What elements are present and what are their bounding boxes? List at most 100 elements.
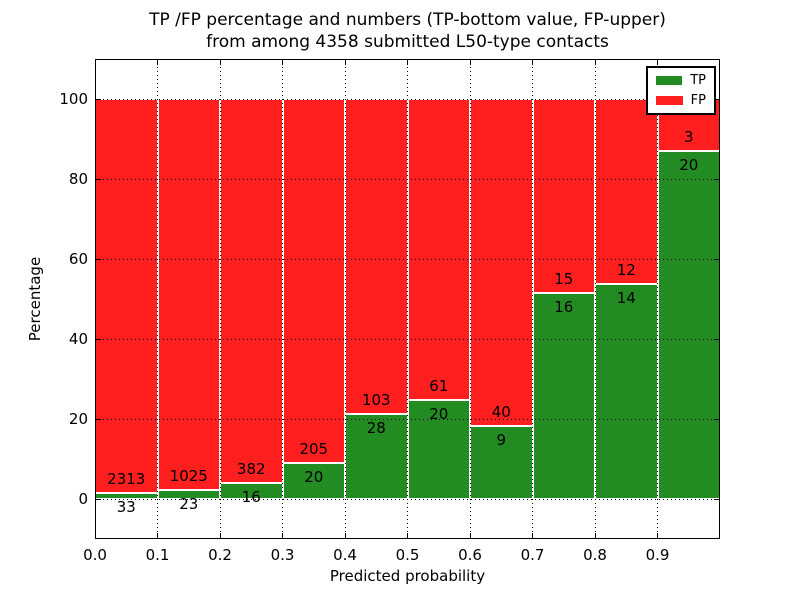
x-tick-label: 0.7 [520, 546, 545, 564]
y-tick-mark-right [714, 178, 720, 180]
fp-color-swatch [656, 95, 683, 105]
v-gridline [594, 59, 596, 539]
fp-count-label: 2313 [107, 470, 146, 489]
bar-segment-fp [95, 99, 158, 494]
bar-segment-fp [470, 99, 533, 426]
x-tick-label: 0.3 [270, 546, 295, 564]
v-gridline [532, 59, 533, 539]
x-tick-mark [657, 533, 658, 539]
x-tick-mark-top [157, 59, 158, 65]
v-gridline [407, 59, 408, 539]
y-tick-label: 100 [59, 90, 88, 108]
x-tick-label: 0.4 [333, 546, 357, 564]
bar-segment-tp [595, 283, 658, 499]
chart-title-line2: from among 4358 submitted L50-type conta… [206, 32, 609, 52]
v-gridline [282, 59, 283, 539]
y-tick-mark [95, 338, 101, 340]
y-tick-mark-right [714, 418, 720, 420]
fp-count-label: 1025 [169, 467, 208, 486]
bar-segment-tp [345, 413, 408, 499]
x-tick-mark [469, 533, 471, 539]
bar-segment-fp [220, 99, 283, 483]
x-tick-mark [594, 533, 596, 539]
tp-color-swatch [656, 76, 683, 86]
x-tick-mark [94, 533, 96, 539]
legend-item-fp: FP [656, 94, 706, 107]
legend-item-tp: TP [656, 74, 706, 87]
x-tick-mark-top [344, 59, 346, 65]
v-gridline [157, 59, 158, 539]
y-tick-label: 80 [68, 170, 88, 188]
x-tick-mark [157, 533, 158, 539]
bar-segment-tp [407, 400, 470, 499]
x-tick-mark [344, 533, 346, 539]
tp-count-label: 33 [116, 498, 136, 517]
fp-count-label: 12 [616, 260, 636, 279]
tp-count-label: 20 [429, 405, 449, 424]
bar-segment-fp [157, 99, 220, 491]
y-tick-label: 60 [68, 250, 88, 268]
bar-segment-tp [532, 292, 595, 499]
tp-count-label: 28 [366, 418, 386, 437]
v-gridline [657, 59, 658, 539]
fp-count-label: 61 [429, 377, 449, 396]
legend-label-tp: TP [690, 73, 706, 89]
x-tick-mark-top [532, 59, 533, 65]
tp-count-label: 16 [241, 487, 261, 506]
x-axis-label: Predicted probability [329, 567, 486, 585]
x-tick-mark-top [657, 59, 658, 65]
fp-count-label: 205 [299, 440, 329, 459]
fp-count-label: 40 [491, 402, 511, 421]
tp-count-label: 14 [616, 288, 636, 307]
fp-count-label: 15 [554, 269, 574, 288]
x-tick-mark-top [219, 59, 221, 65]
y-tick-mark-right [714, 258, 720, 260]
y-axis-label: Percentage [26, 256, 44, 342]
chart-title-line1: TP /FP percentage and numbers (TP-bottom… [149, 10, 666, 30]
tp-count-label: 9 [496, 430, 507, 449]
bar-segment-fp [407, 99, 470, 401]
x-tick-mark-top [594, 59, 596, 65]
legend-label-fp: FP [690, 92, 706, 108]
x-tick-label: 0.0 [83, 546, 107, 564]
x-tick-label: 0.5 [395, 546, 420, 564]
y-tick-mark-right [714, 338, 720, 340]
v-gridline [469, 59, 471, 539]
fp-count-label: 382 [236, 459, 266, 478]
bar-segment-fp [345, 99, 408, 414]
fp-count-label: 103 [361, 390, 391, 409]
legend: TP FP [646, 66, 716, 115]
fp-count-label: 3 [683, 128, 694, 147]
v-gridline [344, 59, 346, 539]
x-tick-label: 0.6 [458, 546, 482, 564]
y-tick-mark [95, 98, 101, 100]
y-tick-mark [95, 258, 101, 260]
v-gridline [219, 59, 221, 539]
x-tick-mark [407, 533, 408, 539]
x-tick-mark [282, 533, 283, 539]
y-tick-label: 20 [68, 410, 88, 428]
y-tick-mark [95, 418, 101, 420]
bar-segment-fp [532, 99, 595, 293]
y-tick-label: 40 [68, 330, 88, 348]
x-tick-mark-top [469, 59, 471, 65]
y-tick-label: 0 [78, 490, 88, 508]
x-tick-label: 0.2 [208, 546, 232, 564]
tp-count-label: 20 [679, 156, 699, 175]
tp-count-label: 16 [554, 297, 574, 316]
tp-count-label: 20 [304, 468, 324, 487]
bar-segment-fp [595, 99, 658, 284]
x-tick-mark-top [282, 59, 283, 65]
plot-area: 2313 33 1025 23 382 16 205 20 103 28 61 20 40 9 15 16 12… [94, 59, 720, 539]
y-tick-mark [95, 178, 101, 180]
x-tick-label: 0.9 [645, 546, 670, 564]
x-tick-mark-top [94, 59, 96, 65]
x-tick-label: 0.8 [583, 546, 607, 564]
bar-segment-tp [657, 151, 720, 499]
y-tick-mark-right [714, 498, 720, 500]
x-tick-label: 0.1 [145, 546, 170, 564]
y-tick-mark [95, 498, 101, 500]
tp-count-label: 23 [179, 495, 199, 514]
x-tick-mark-top [407, 59, 408, 65]
